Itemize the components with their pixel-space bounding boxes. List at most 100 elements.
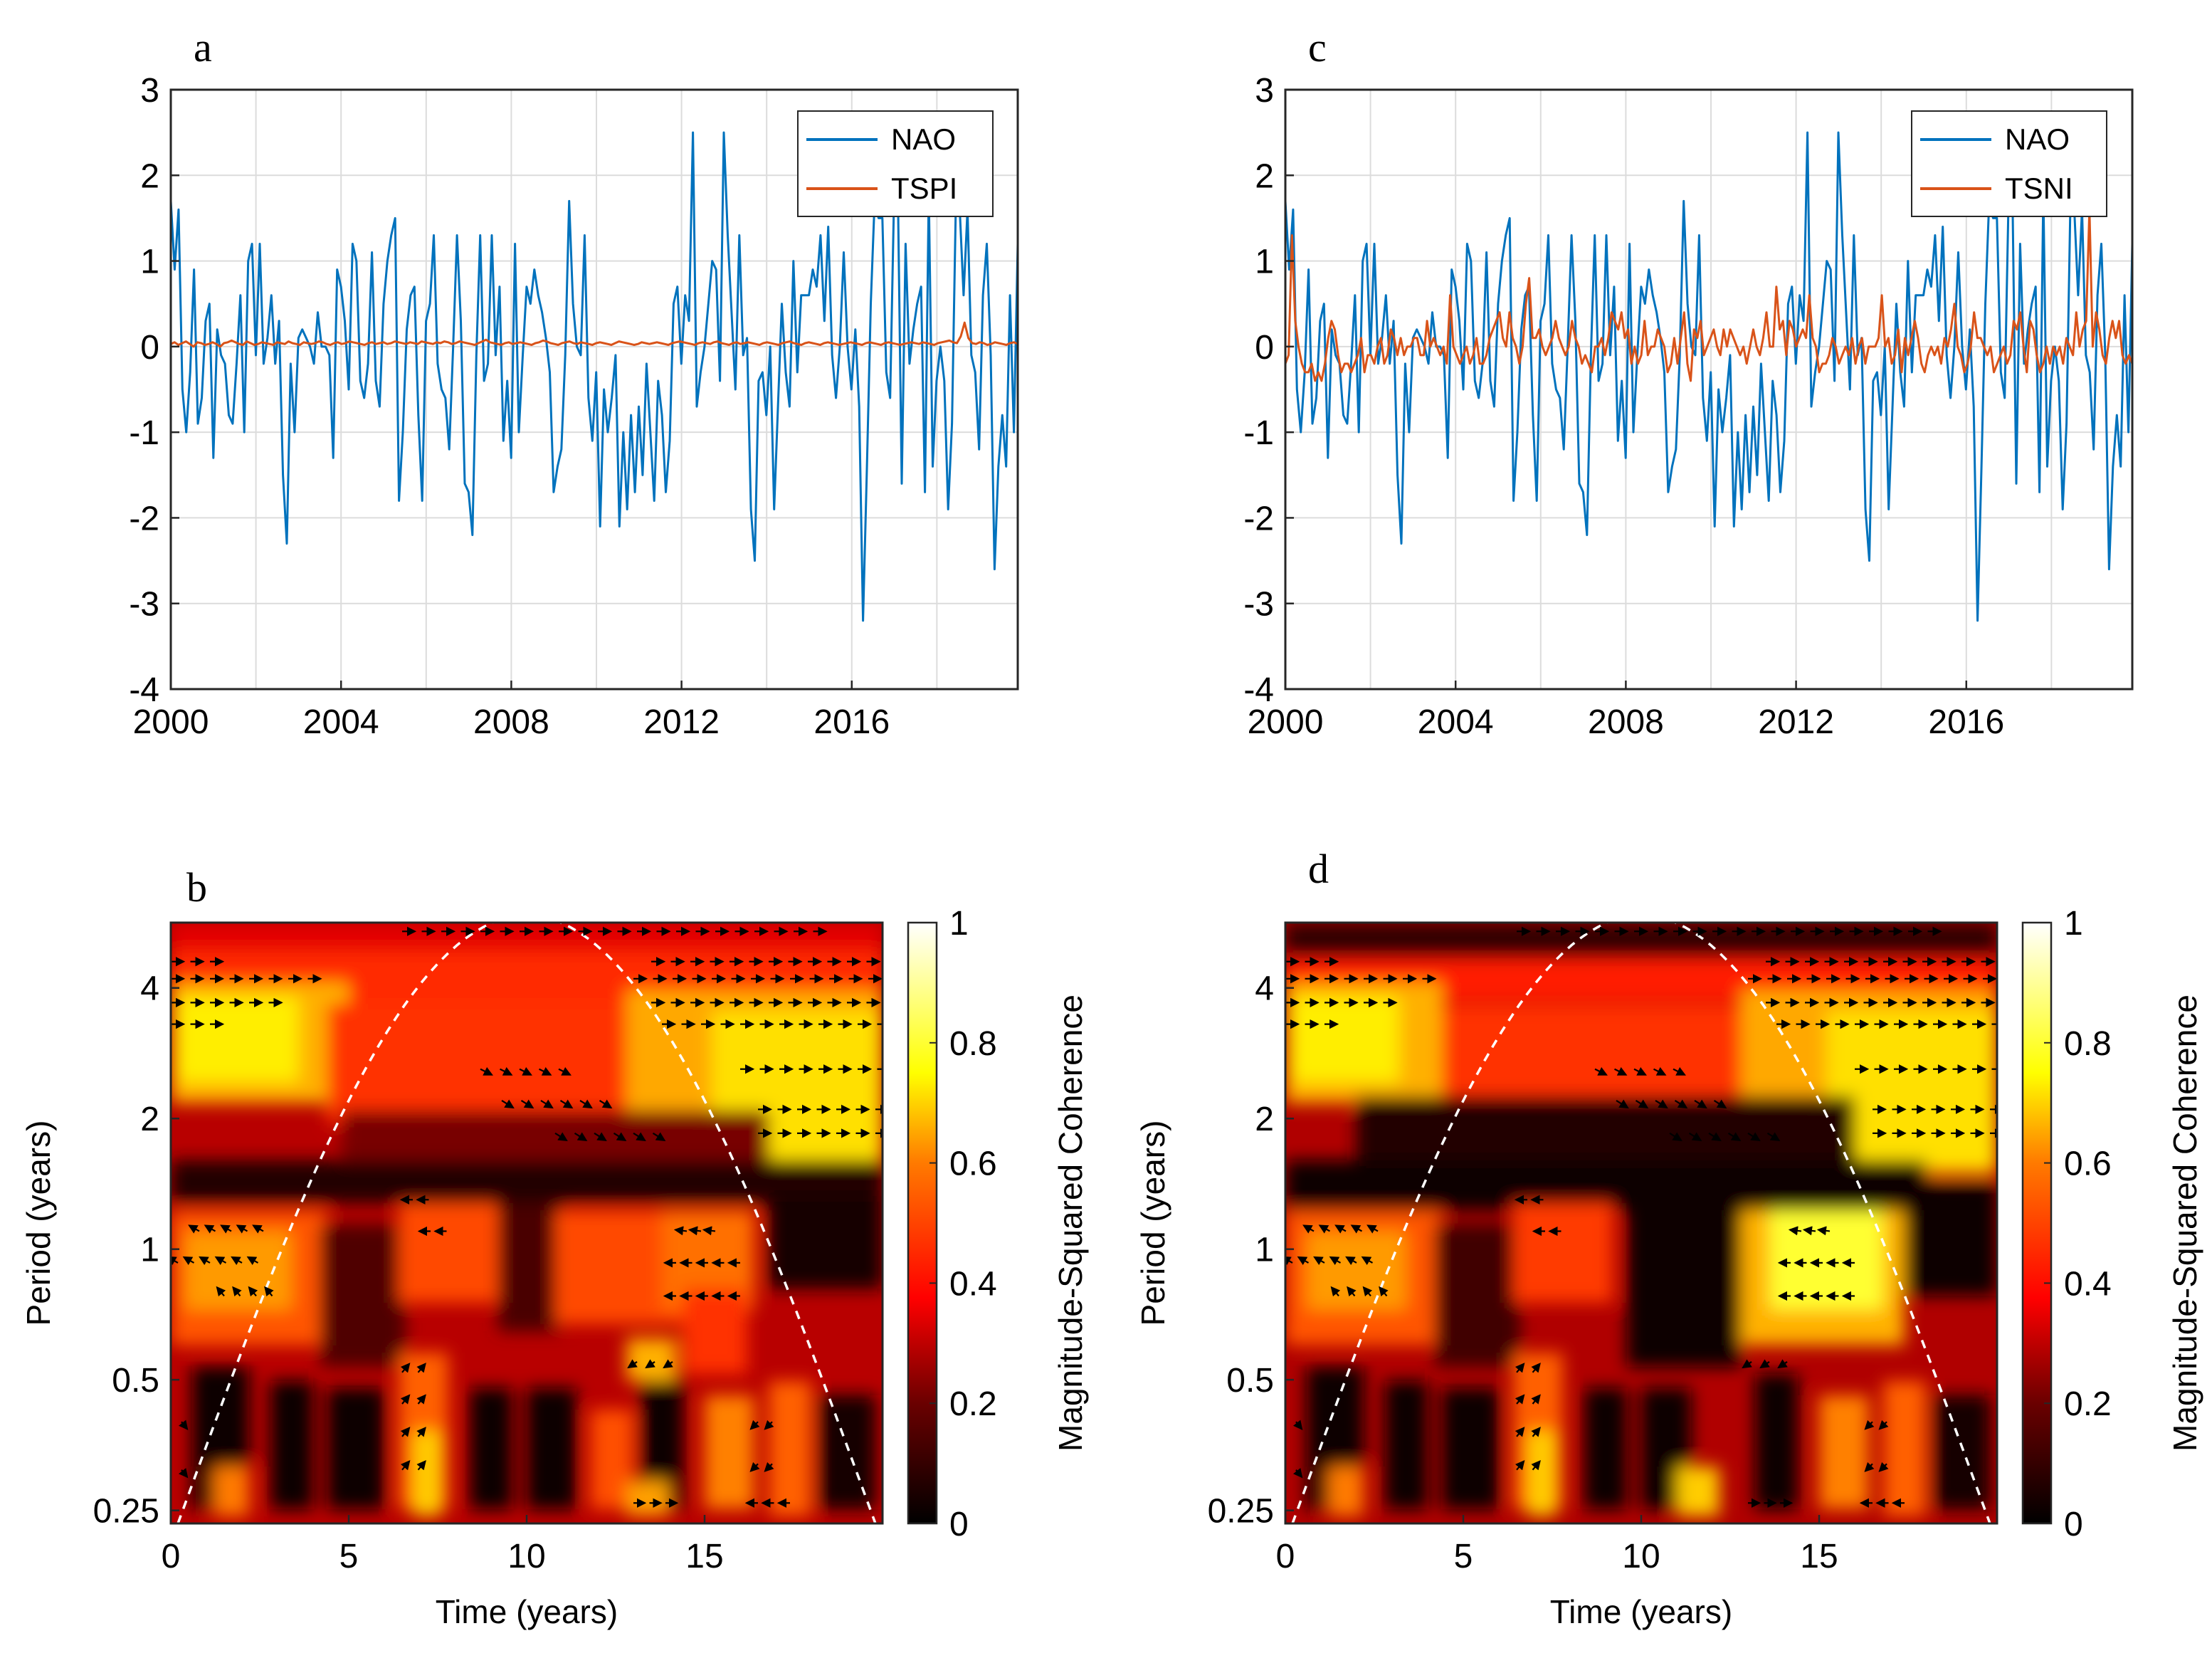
phase-arrow [702,1226,716,1236]
phase-arrow [749,1462,760,1472]
phase-arrow [416,1460,426,1471]
panel-a-label: a [194,24,212,70]
phase-arrow [199,1256,211,1266]
panel-b-heatmap [171,923,883,1523]
panel-a-legend-box [797,110,994,217]
phase-arrow [579,1099,593,1109]
x-tick-label: 2000 [1248,703,1324,741]
y-tick-label: 1 [1255,243,1274,281]
panel-b-phase-arrows [171,926,883,1508]
phase-arrow [400,1363,411,1373]
x-tick-label: 0 [1276,1538,1295,1575]
x-tick-label: 5 [1454,1538,1473,1575]
phase-arrow [1864,1462,1875,1472]
tsni-series-line [1284,208,2134,382]
panel-b-label: b [186,864,207,911]
phase-arrow [1747,1132,1761,1142]
phase-arrow [220,1224,232,1234]
phase-arrow [500,1066,513,1076]
phase-arrow [1674,1099,1688,1109]
phase-arrow [1531,1427,1541,1437]
panel-c-x-tick-labels: 2000 2004 2008 2012 2016 [1248,681,2004,741]
phase-arrow [1694,1099,1707,1109]
x-tick-label: 2012 [643,703,720,741]
phase-arrow [1635,1099,1649,1109]
phase-arrow [1297,1256,1310,1266]
phase-arrow [1345,1256,1357,1266]
phase-arrow [188,1224,200,1234]
panel-d-heatmap [1285,923,1997,1523]
phase-arrow [1713,1099,1727,1109]
phase-arrow [633,1132,646,1142]
x-tick-label: 2008 [1588,703,1664,741]
phase-arrow [178,1420,189,1430]
phase-arrow [480,1066,493,1076]
x-tick-label: 15 [685,1538,723,1575]
phase-arrow [1669,1132,1682,1142]
phase-arrow [416,1394,426,1405]
panel-b: b [20,864,1089,1630]
colorbar-tick-label: 0.2 [2064,1385,2112,1423]
phase-arrow [574,1132,588,1142]
phase-arrow [1366,1224,1379,1234]
y-tick-label: 0 [140,329,159,367]
phase-arrow [1614,1066,1628,1076]
phase-arrow [749,1420,760,1430]
phase-arrow [216,1286,226,1297]
phase-arrow [1788,1226,1802,1236]
x-tick-label: 2004 [1418,703,1494,741]
phase-arrow [1531,1460,1541,1471]
phase-arrow [554,1132,568,1142]
phase-arrow [663,1359,673,1369]
phase-arrow [1594,1066,1608,1076]
y-tick-label: 2 [1255,157,1274,195]
y-tick-label: -2 [1243,500,1274,537]
panel-a-legend-tspi: TSPI [891,172,957,205]
y-tick-label: 4 [1255,970,1274,1008]
panel-d-y-axis-label: Period (years) [1134,1121,1171,1326]
phase-arrow [1379,1286,1389,1297]
y-tick-label: 0 [1255,329,1274,367]
phase-arrow [673,1226,688,1236]
panel-a-x-tick-labels: 2000 2004 2008 2012 2016 [133,681,890,741]
y-tick-label: -1 [1243,414,1274,452]
phase-arrow [1673,1066,1686,1076]
colorbar-tick-label: 1 [2064,905,2083,943]
panel-c-frame [1284,88,2134,691]
phase-arrow [520,1099,534,1109]
phase-arrow [416,1363,426,1373]
colorbar-tick-label: 0.2 [949,1385,997,1423]
x-tick-label: 2016 [813,703,890,741]
phase-arrow [645,1359,655,1369]
phase-arrow [1334,1224,1347,1234]
y-tick-label: 2 [140,157,159,195]
phase-arrow [1329,1256,1342,1266]
panel-d-y-tick-labels: 0.25 0.5 1 2 4 [1208,970,1294,1531]
y-tick-label: -1 [129,414,159,452]
x-tick-label: 2000 [133,703,209,741]
phase-arrow [1515,1363,1525,1373]
phase-arrow [652,1132,666,1142]
x-tick-label: 2016 [1928,703,2004,741]
phase-arrow [764,1420,774,1430]
y-tick-label: 0.5 [1226,1362,1274,1400]
phase-arrow [1318,1224,1331,1234]
phase-arrow [171,1256,179,1266]
phase-arrow [1688,1132,1702,1142]
phase-arrow [236,1224,248,1234]
panel-c-legend: NAO TSNI [1911,110,2107,217]
colorbar-tick-label: 0 [2064,1506,2083,1543]
colorbar-tick-label: 0.8 [2064,1025,2112,1063]
x-tick-label: 2008 [473,703,549,741]
y-tick-label: -3 [129,586,159,624]
phase-arrow [559,1099,574,1109]
colorbar-tick-label: 0.4 [949,1265,997,1303]
panel-a-legend-nao: NAO [891,122,956,156]
phase-arrow [1292,1467,1303,1479]
phase-arrow [1347,1286,1357,1297]
panel-d-x-tick-labels: 0 5 10 15 [1276,1515,1838,1575]
phase-arrow [1633,1066,1647,1076]
panel-b-y-tick-labels: 0.25 0.5 1 2 4 [93,970,179,1531]
phase-arrow [231,1256,243,1266]
